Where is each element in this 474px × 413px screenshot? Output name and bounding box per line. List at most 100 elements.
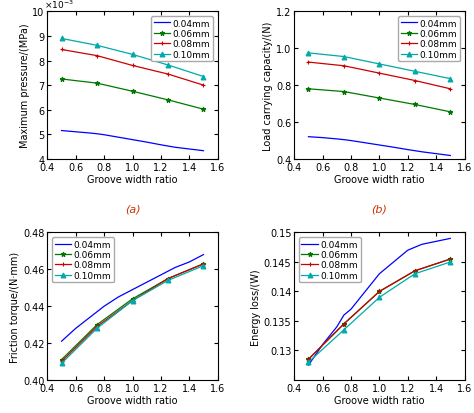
0.04mm	[433, 152, 439, 157]
0.04mm	[391, 145, 396, 150]
0.04mm	[186, 147, 192, 152]
0.10mm	[341, 55, 347, 60]
Y-axis label: Friction torque/(N·mm): Friction torque/(N·mm)	[10, 251, 20, 362]
0.06mm	[201, 107, 206, 112]
0.08mm	[59, 359, 64, 364]
0.04mm	[447, 236, 453, 241]
0.04mm	[320, 342, 326, 347]
0.06mm	[130, 297, 136, 301]
0.06mm	[376, 96, 382, 101]
0.08mm	[376, 289, 382, 294]
0.06mm	[94, 81, 100, 86]
Line: 0.04mm: 0.04mm	[309, 138, 450, 156]
0.04mm	[405, 148, 410, 153]
0.10mm	[130, 53, 136, 58]
0.08mm	[412, 269, 418, 274]
0.04mm	[362, 141, 368, 146]
0.06mm	[341, 90, 347, 95]
Text: (a): (a)	[125, 204, 140, 214]
0.10mm	[447, 260, 453, 265]
0.10mm	[59, 361, 64, 366]
0.04mm	[158, 143, 164, 148]
X-axis label: Groove width ratio: Groove width ratio	[87, 175, 178, 185]
0.04mm	[412, 245, 418, 250]
Line: 0.10mm: 0.10mm	[59, 37, 206, 80]
0.04mm	[348, 139, 354, 144]
Line: 0.10mm: 0.10mm	[306, 51, 453, 82]
0.04mm	[130, 138, 136, 143]
Line: 0.08mm: 0.08mm	[59, 48, 206, 88]
0.06mm	[201, 262, 206, 267]
Y-axis label: Maximum pressure/(MPa): Maximum pressure/(MPa)	[19, 24, 29, 148]
0.10mm	[165, 278, 171, 283]
Legend: 0.04mm, 0.06mm, 0.08mm, 0.10mm: 0.04mm, 0.06mm, 0.08mm, 0.10mm	[52, 237, 114, 283]
0.04mm	[87, 315, 93, 320]
0.04mm	[101, 304, 107, 309]
0.04mm	[376, 272, 382, 277]
Line: 0.06mm: 0.06mm	[59, 262, 206, 362]
0.04mm	[433, 239, 439, 244]
Line: 0.06mm: 0.06mm	[306, 87, 453, 115]
0.06mm	[306, 357, 311, 362]
Line: 0.04mm: 0.04mm	[62, 131, 203, 151]
0.04mm	[144, 140, 150, 145]
0.08mm	[306, 357, 311, 362]
0.10mm	[165, 63, 171, 68]
0.10mm	[306, 51, 311, 56]
0.10mm	[59, 37, 64, 42]
0.08mm	[201, 83, 206, 88]
0.04mm	[165, 269, 171, 274]
0.04mm	[94, 309, 100, 314]
0.06mm	[165, 276, 171, 281]
0.04mm	[94, 132, 100, 137]
Line: 0.10mm: 0.10mm	[59, 263, 206, 366]
Line: 0.06mm: 0.06mm	[59, 77, 206, 112]
0.04mm	[116, 295, 121, 300]
X-axis label: Groove width ratio: Groove width ratio	[87, 396, 178, 406]
0.04mm	[172, 266, 178, 271]
0.04mm	[376, 143, 382, 148]
Y-axis label: Load carrying capacity/(N): Load carrying capacity/(N)	[264, 21, 273, 150]
Line: 0.08mm: 0.08mm	[306, 257, 453, 362]
0.04mm	[391, 260, 396, 265]
Legend: 0.04mm, 0.06mm, 0.08mm, 0.10mm: 0.04mm, 0.06mm, 0.08mm, 0.10mm	[398, 17, 460, 62]
0.10mm	[94, 44, 100, 49]
0.04mm	[341, 138, 347, 143]
0.06mm	[59, 357, 64, 362]
Line: 0.06mm: 0.06mm	[306, 257, 453, 362]
Legend: 0.04mm, 0.06mm, 0.08mm, 0.10mm: 0.04mm, 0.06mm, 0.08mm, 0.10mm	[151, 17, 213, 62]
0.04mm	[130, 287, 136, 292]
0.08mm	[341, 64, 347, 69]
0.04mm	[320, 136, 326, 141]
X-axis label: Groove width ratio: Groove width ratio	[334, 396, 425, 406]
0.08mm	[130, 299, 136, 304]
0.06mm	[165, 98, 171, 103]
0.04mm	[165, 144, 171, 149]
0.06mm	[59, 77, 64, 82]
0.06mm	[130, 90, 136, 95]
Text: $\times10^{-3}$: $\times10^{-3}$	[44, 0, 74, 11]
0.04mm	[334, 137, 340, 142]
0.10mm	[341, 328, 347, 332]
0.06mm	[376, 289, 382, 294]
0.04mm	[73, 326, 79, 331]
0.10mm	[412, 272, 418, 277]
0.04mm	[419, 150, 425, 155]
0.04mm	[172, 145, 178, 150]
0.10mm	[376, 62, 382, 67]
0.08mm	[447, 87, 453, 92]
0.10mm	[130, 299, 136, 304]
0.04mm	[59, 339, 64, 344]
0.08mm	[447, 257, 453, 262]
0.10mm	[447, 77, 453, 82]
0.04mm	[158, 273, 164, 278]
0.10mm	[306, 360, 311, 365]
0.10mm	[376, 295, 382, 300]
0.04mm	[144, 280, 150, 285]
0.04mm	[186, 260, 192, 265]
0.10mm	[201, 263, 206, 268]
0.06mm	[306, 87, 311, 92]
0.08mm	[412, 79, 418, 84]
Line: 0.08mm: 0.08mm	[306, 61, 453, 92]
0.04mm	[405, 248, 410, 253]
